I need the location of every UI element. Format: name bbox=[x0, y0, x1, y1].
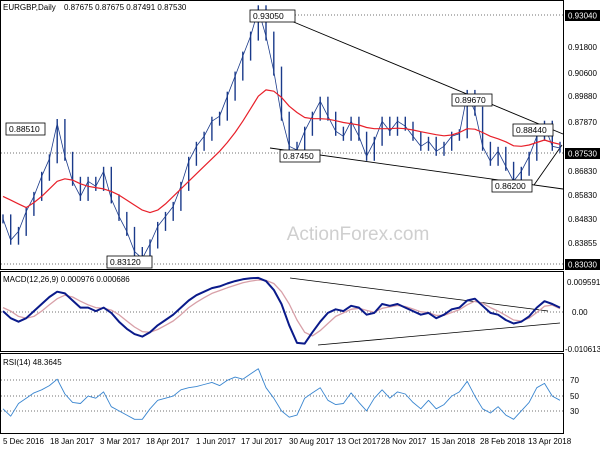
date-tick-label: 18 Apr 2017 bbox=[146, 437, 190, 446]
macd-tick-label: 0.009591 bbox=[567, 278, 600, 287]
annotation-8844-label: 0.88440 bbox=[516, 125, 547, 135]
macd-tick-label: 0.00 bbox=[572, 308, 588, 317]
annotation-8844: 0.88440 bbox=[512, 123, 554, 137]
price-box-current bbox=[565, 148, 600, 159]
macd-tick-label: -0.010613 bbox=[565, 345, 600, 354]
annotation-885: 0.88510 bbox=[5, 122, 46, 136]
short-support-line bbox=[533, 144, 563, 186]
price-box-low bbox=[565, 259, 600, 270]
rsi-line bbox=[2, 368, 561, 420]
annotation-8745: 0.87450 bbox=[279, 149, 321, 163]
price-tick-label: 0.84830 bbox=[568, 215, 597, 224]
annotation-862: 0.86200 bbox=[491, 179, 533, 193]
annotation-8745-label: 0.87450 bbox=[283, 151, 314, 161]
macd-title: MACD(12,26,9) 0.000976 0.000686 bbox=[3, 275, 130, 284]
date-tick-label: 3 Mar 2017 bbox=[100, 437, 141, 446]
price-tick-label: 0.83855 bbox=[568, 239, 597, 248]
date-tick-label: 18 Jan 2017 bbox=[50, 437, 95, 446]
date-tick-label: 30 Aug 2017 bbox=[289, 437, 334, 446]
date-tick-label: 28 Feb 2018 bbox=[480, 437, 525, 446]
annotation-low: 0.83120 bbox=[106, 255, 153, 269]
rsi-tick-label: 50 bbox=[570, 392, 579, 401]
rsi-panel-frame bbox=[0, 353, 564, 434]
watermark: ActionForex.com bbox=[287, 224, 430, 245]
annotation-862-label: 0.86200 bbox=[495, 181, 526, 191]
date-tick-label: 15 Jan 2018 bbox=[431, 437, 476, 446]
date-tick-label: 1 Jun 2017 bbox=[196, 437, 236, 446]
price-series-layer bbox=[2, 5, 561, 263]
date-tick-label: 28 Nov 2017 bbox=[381, 437, 427, 446]
rsi-title: RSI(14) 48.3645 bbox=[3, 358, 62, 367]
price-panel-frame bbox=[0, 0, 564, 270]
annotation-high: 0.93050 bbox=[249, 9, 296, 23]
macd-panel-frame bbox=[0, 271, 564, 352]
upper-trendline bbox=[283, 17, 564, 135]
rsi-series-layer bbox=[2, 368, 561, 420]
macd-series-layer bbox=[2, 276, 561, 345]
price-box-low-label: 0.83030 bbox=[568, 261, 597, 270]
ohlc-readout: 0.87675 0.87675 0.87491 0.87530 bbox=[64, 3, 187, 12]
rsi-tick-label: 30 bbox=[570, 407, 579, 416]
date-tick-label: 13 Apr 2018 bbox=[528, 437, 572, 446]
price-tick-label: 0.91800 bbox=[568, 43, 597, 52]
macd-lower-trendline bbox=[317, 322, 561, 346]
annotation-high-label: 0.93050 bbox=[253, 11, 284, 21]
annotation-8967: 0.89670 bbox=[451, 93, 493, 107]
price-tick-label: 0.87870 bbox=[568, 118, 597, 127]
price-tick-label: 0.89880 bbox=[568, 92, 597, 101]
rsi-tick-label: 70 bbox=[570, 376, 579, 385]
macd-line bbox=[2, 276, 561, 345]
moving-average-line bbox=[2, 89, 561, 214]
annotation-885-label: 0.88510 bbox=[9, 124, 40, 134]
date-tick-label: 13 Oct 2017 bbox=[337, 437, 381, 446]
macd-signal-line bbox=[2, 279, 561, 337]
price-close-line bbox=[2, 9, 561, 259]
price-box-high bbox=[565, 10, 600, 21]
annotation-low-label: 0.83120 bbox=[110, 257, 141, 267]
price-tick-label: 0.90600 bbox=[568, 69, 597, 78]
macd-upper-trendline bbox=[289, 277, 549, 312]
date-tick-label: 5 Dec 2016 bbox=[3, 437, 44, 446]
symbol-label: EURGBP,Daily bbox=[3, 3, 56, 12]
price-box-high-label: 0.93040 bbox=[568, 12, 597, 21]
price-tick-label: 0.85830 bbox=[568, 191, 597, 200]
date-tick-label: 17 Jul 2017 bbox=[241, 437, 283, 446]
price-box-current-label: 0.87530 bbox=[568, 150, 597, 159]
price-tick-label: 0.86830 bbox=[568, 167, 597, 176]
annotation-8967-label: 0.89670 bbox=[455, 95, 486, 105]
